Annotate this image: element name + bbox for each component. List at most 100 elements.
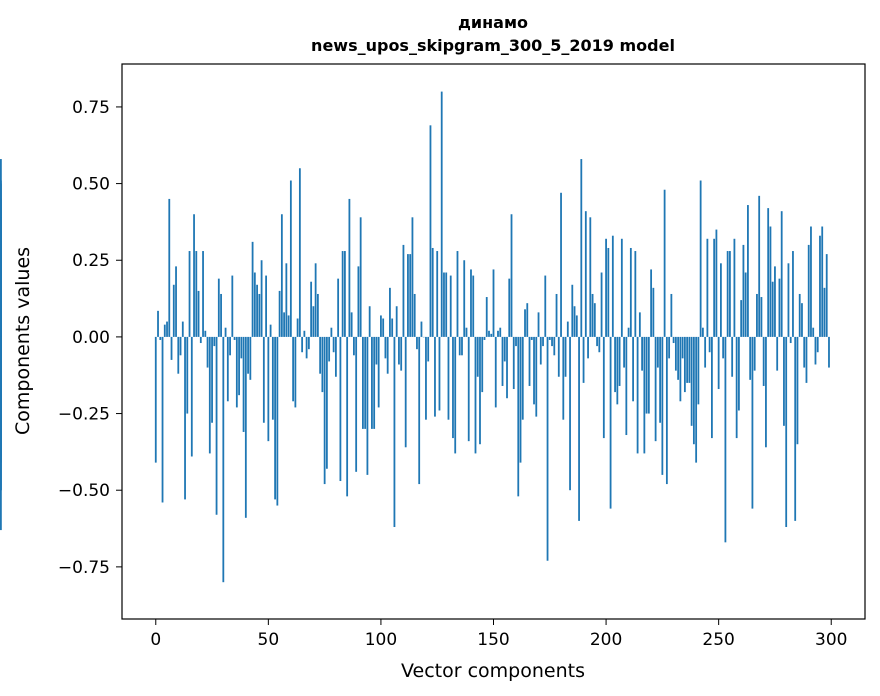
- bar: [792, 251, 794, 337]
- bar: [413, 293, 416, 337]
- bar: [362, 336, 364, 429]
- bar: [0, 336, 2, 491]
- bar: [497, 330, 499, 337]
- bar: [674, 336, 677, 371]
- bar: [677, 336, 680, 380]
- y-tick-label: 0.25: [72, 251, 110, 271]
- bar: [472, 275, 475, 337]
- bar: [172, 284, 175, 337]
- bar: [551, 336, 553, 347]
- bar: [461, 336, 463, 356]
- bar: [683, 336, 686, 393]
- bar: [350, 312, 353, 337]
- bar: [386, 336, 389, 374]
- bar: [316, 293, 319, 337]
- bar: [771, 281, 774, 337]
- bar: [364, 336, 367, 429]
- bar: [780, 211, 783, 337]
- bar: [591, 293, 594, 337]
- bar: [157, 310, 159, 337]
- bar: [794, 336, 797, 521]
- bar: [416, 336, 418, 350]
- bar: [769, 226, 772, 337]
- bar: [526, 303, 529, 337]
- bar: [314, 263, 317, 337]
- bar: [391, 318, 394, 337]
- x-tick-label: 50: [258, 630, 280, 650]
- bar: [355, 336, 358, 472]
- bar: [479, 336, 481, 445]
- bar: [546, 336, 549, 561]
- bar: [807, 244, 810, 337]
- bar: [701, 327, 704, 337]
- bar: [283, 312, 286, 337]
- bar: [233, 336, 236, 340]
- bar: [206, 336, 209, 368]
- bar: [605, 238, 607, 337]
- bar: [724, 336, 727, 543]
- bar: [440, 91, 443, 337]
- bar: [711, 336, 713, 439]
- bar: [238, 336, 240, 396]
- bar: [490, 333, 493, 337]
- bar: [404, 336, 407, 448]
- bar: [436, 251, 439, 337]
- bar: [738, 336, 740, 411]
- bar: [580, 159, 583, 337]
- bar: [690, 336, 693, 426]
- y-axis-label: Components values: [12, 247, 34, 435]
- bar: [244, 336, 247, 518]
- bar: [179, 336, 182, 356]
- plot-frame: [121, 63, 866, 620]
- bar: [307, 336, 310, 350]
- bar: [429, 125, 432, 337]
- bar: [587, 336, 589, 359]
- bar: [222, 336, 225, 583]
- y-tick-label: 0.50: [72, 175, 110, 195]
- bar: [328, 336, 331, 362]
- bar: [217, 278, 220, 337]
- bar: [341, 251, 344, 337]
- bar: [668, 336, 671, 359]
- bar: [785, 336, 788, 528]
- bar: [465, 327, 468, 337]
- bar: [485, 297, 488, 337]
- bar: [776, 336, 779, 371]
- bar: [524, 309, 526, 337]
- bar: [195, 251, 198, 337]
- bar: [731, 336, 734, 377]
- bar: [231, 275, 234, 337]
- bar: [699, 180, 702, 337]
- bar: [697, 336, 700, 405]
- bar: [321, 336, 324, 393]
- bar: [456, 251, 459, 337]
- bar: [427, 336, 430, 362]
- bar: [578, 336, 580, 521]
- bar: [708, 336, 711, 353]
- bar: [323, 336, 326, 485]
- bar: [353, 336, 355, 356]
- bar: [269, 324, 272, 337]
- bar: [602, 336, 605, 439]
- bar: [717, 336, 720, 390]
- y-axis-ticks: −0.75 −0.50 −0.25 0.00 0.25 0.50 0.75: [58, 98, 122, 578]
- bar: [774, 266, 776, 337]
- bar: [213, 336, 216, 347]
- bar: [643, 336, 646, 454]
- bar: [575, 315, 578, 337]
- bar: [539, 336, 542, 365]
- bar: [598, 336, 601, 353]
- y-tick-label: −0.50: [58, 481, 110, 501]
- bar: [193, 214, 195, 337]
- x-tick-label: 200: [590, 630, 622, 650]
- bar: [515, 336, 517, 347]
- bar: [819, 235, 821, 337]
- bar: [564, 336, 567, 377]
- bar: [199, 336, 202, 344]
- bar: [400, 336, 403, 371]
- bar: [373, 336, 376, 429]
- bar: [778, 278, 781, 337]
- bar: [679, 336, 682, 402]
- bar: [395, 306, 398, 337]
- bar: [508, 278, 511, 337]
